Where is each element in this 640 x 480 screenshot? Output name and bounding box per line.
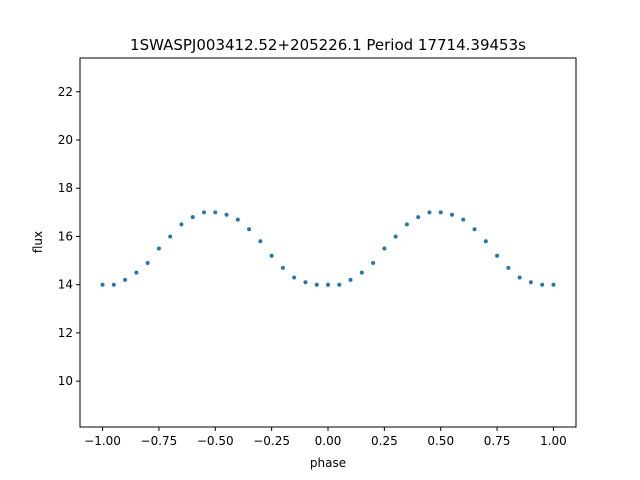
data-points: [100, 210, 556, 287]
data-point: [450, 212, 454, 217]
data-point: [551, 282, 556, 287]
y-tick-label: 16: [58, 229, 73, 243]
data-point: [156, 246, 161, 251]
data-point: [528, 280, 533, 285]
data-point: [168, 234, 173, 239]
data-point: [359, 270, 364, 275]
data-point: [247, 227, 252, 232]
data-point: [202, 210, 206, 215]
x-tick-label: −1.00: [84, 434, 121, 448]
data-point: [540, 282, 545, 287]
y-tick-label: 10: [58, 374, 73, 388]
x-tick-label: 1.00: [540, 434, 567, 448]
x-tick-label: 0.75: [484, 434, 511, 448]
data-point: [337, 282, 342, 287]
y-tick-label: 18: [58, 181, 73, 195]
data-point: [517, 275, 522, 280]
x-tick-label: 0.00: [315, 434, 342, 448]
data-point: [145, 261, 150, 265]
data-point: [506, 265, 511, 270]
x-tick-label: 0.50: [427, 434, 454, 448]
data-point: [483, 239, 488, 244]
data-point: [269, 253, 274, 258]
y-tick-label: 22: [58, 85, 73, 99]
data-point: [382, 246, 387, 251]
data-point: [235, 217, 240, 222]
data-point: [258, 239, 263, 244]
data-point: [134, 270, 139, 275]
data-point: [213, 210, 218, 215]
y-tick-label: 20: [58, 133, 73, 147]
data-point: [292, 275, 297, 280]
y-axis-label: flux: [31, 231, 45, 253]
plot-frame: [79, 57, 577, 428]
data-point: [472, 227, 477, 232]
x-tick-label: −0.75: [141, 434, 178, 448]
data-point: [416, 215, 421, 220]
data-point: [224, 212, 229, 217]
data-point: [123, 277, 128, 282]
x-axis-ticks: −1.00 −0.75 −0.50 −0.25 0.00 0.25 0.50 0.75 1.00: [84, 427, 567, 448]
data-point: [303, 280, 308, 285]
x-tick-label: 0.25: [371, 434, 398, 448]
data-point: [348, 277, 353, 282]
data-point: [393, 234, 398, 239]
x-tick-label: −0.50: [197, 434, 234, 448]
data-point: [179, 222, 184, 227]
y-axis-ticks: 10 12 14 16 18 20 22: [58, 85, 80, 388]
chart-title: 1SWASPJ003412.52+205226.1 Period 17714.3…: [130, 36, 526, 54]
data-point: [280, 265, 285, 270]
data-point: [100, 282, 105, 287]
data-point: [461, 217, 466, 222]
data-point: [371, 261, 376, 265]
data-point: [314, 282, 319, 287]
y-tick-label: 14: [58, 278, 73, 292]
data-point: [438, 210, 443, 215]
data-point: [190, 215, 195, 220]
y-tick-label: 12: [58, 326, 73, 340]
data-point: [404, 222, 409, 227]
data-point: [427, 210, 432, 215]
x-axis-label: phase: [310, 456, 346, 470]
x-tick-label: −0.25: [253, 434, 290, 448]
data-point: [495, 253, 500, 258]
data-point: [326, 282, 330, 287]
data-point: [111, 282, 116, 287]
